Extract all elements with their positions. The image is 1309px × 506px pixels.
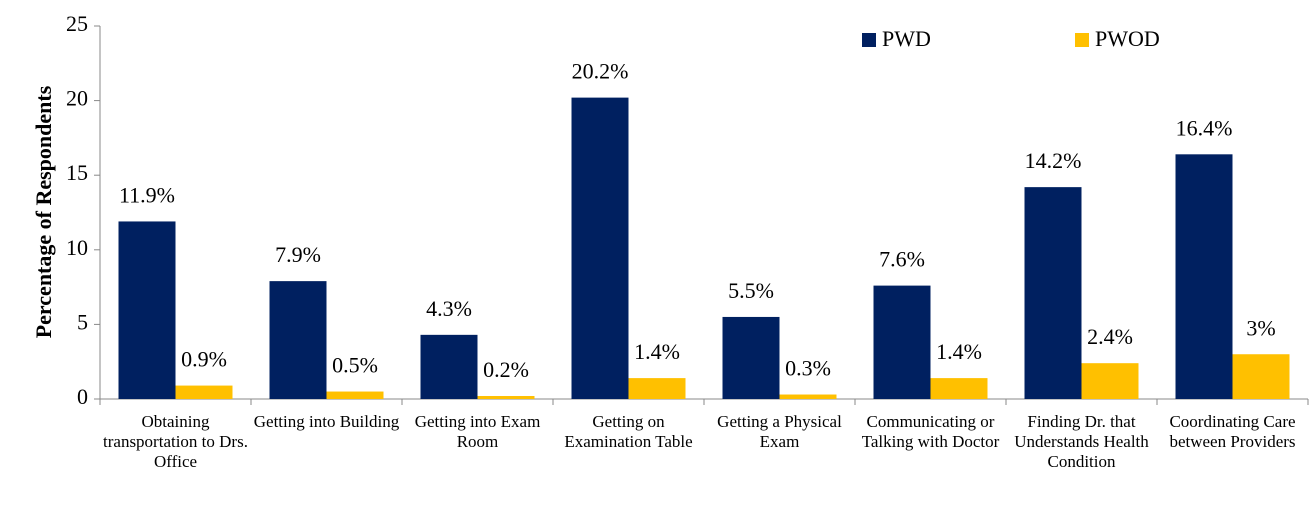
data-label: 7.9% xyxy=(275,242,321,267)
y-tick-label: 20 xyxy=(66,86,88,111)
x-tick-label: Getting on Examination Table xyxy=(564,412,693,451)
data-label: 0.5% xyxy=(332,353,378,378)
data-label: 5.5% xyxy=(728,278,774,303)
x-tick-label: Getting into Building xyxy=(253,412,400,431)
data-label: 4.3% xyxy=(426,296,472,321)
bar xyxy=(175,385,233,399)
bar xyxy=(722,316,780,399)
data-label: 2.4% xyxy=(1087,324,1133,349)
y-tick-label: 5 xyxy=(77,309,88,334)
data-label: 0.9% xyxy=(181,347,227,372)
bar xyxy=(930,378,988,399)
y-axis-title: Percentage of Respondents xyxy=(31,85,56,338)
y-tick-label: 0 xyxy=(77,384,88,409)
data-label: 16.4% xyxy=(1176,115,1233,140)
bar xyxy=(118,221,176,399)
data-label: 1.4% xyxy=(634,339,680,364)
data-label: 0.2% xyxy=(483,357,529,382)
data-label: 11.9% xyxy=(119,182,175,207)
data-label: 7.6% xyxy=(879,247,925,272)
y-tick-label: 25 xyxy=(66,11,88,36)
x-tick-label: Getting a Physical Exam xyxy=(717,412,842,451)
data-label: 0.3% xyxy=(785,356,831,381)
x-tick-label: Communicating or Talking with Doctor xyxy=(861,412,1000,451)
bar xyxy=(269,281,327,399)
legend-swatch xyxy=(862,33,876,47)
bar xyxy=(326,391,384,399)
legend-label: PWD xyxy=(882,26,931,51)
bar xyxy=(1232,354,1290,399)
bar xyxy=(420,334,478,399)
x-tick-label: Getting into Exam Room xyxy=(414,412,541,451)
bar xyxy=(779,394,837,399)
data-label: 20.2% xyxy=(572,59,629,84)
y-tick-label: 15 xyxy=(66,160,88,185)
bar xyxy=(628,378,686,399)
x-tick-label: Finding Dr. that Understands Health Cond… xyxy=(1014,412,1149,471)
data-label: 1.4% xyxy=(936,339,982,364)
bar xyxy=(1175,154,1233,399)
bar xyxy=(477,396,535,399)
bar xyxy=(1024,187,1082,399)
legend-swatch xyxy=(1075,33,1089,47)
bar xyxy=(571,97,629,399)
bar xyxy=(873,285,931,399)
bar xyxy=(1081,363,1139,399)
legend-label: PWOD xyxy=(1095,26,1160,51)
y-tick-label: 10 xyxy=(66,235,88,260)
x-tick-label: Coordinating Care between Providers xyxy=(1169,412,1296,451)
data-label: 3% xyxy=(1246,315,1275,340)
data-label: 14.2% xyxy=(1025,148,1082,173)
x-tick-label: Obtaining transportation to Drs. Office xyxy=(103,412,248,471)
